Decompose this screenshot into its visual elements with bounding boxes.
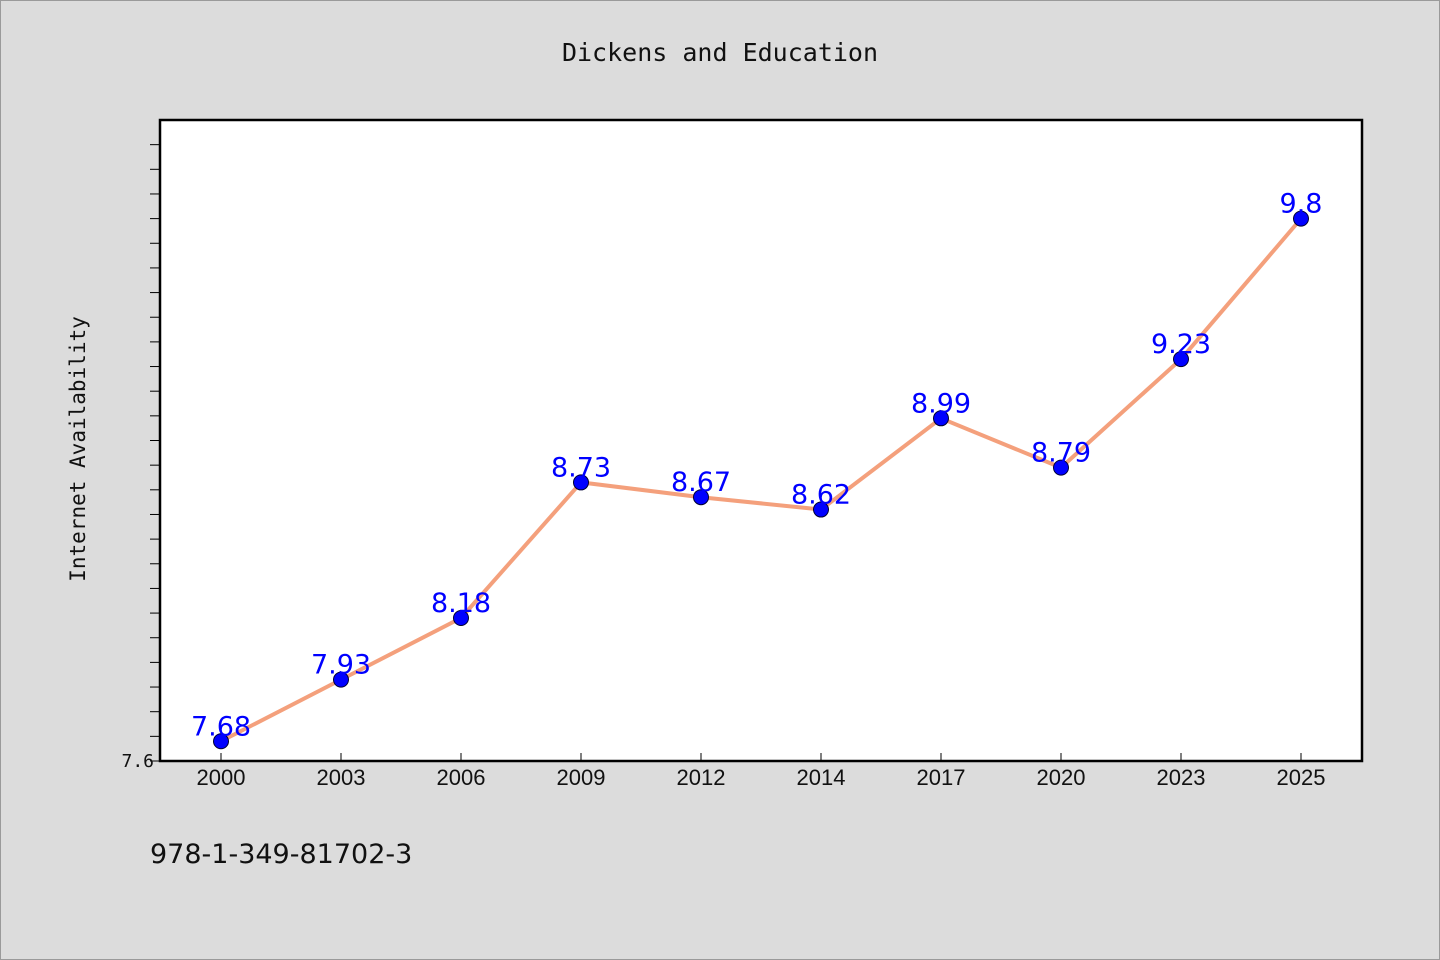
x-tick-label: 2000 [197, 765, 246, 790]
plot-area [158, 118, 1364, 763]
x-tick-label: 2003 [317, 765, 366, 790]
x-tick-label: 2025 [1277, 765, 1326, 790]
data-label: 8.79 [1031, 438, 1091, 469]
data-point [933, 410, 949, 427]
x-tick-label: 2017 [917, 765, 966, 790]
data-label: 8.99 [911, 388, 971, 419]
y-tick-label: 7.6 [121, 751, 154, 772]
data-label: 8.73 [551, 452, 611, 483]
x-tick-label: 2009 [557, 765, 606, 790]
x-tick-label: 2006 [437, 765, 486, 790]
x-tick-label: 2012 [677, 765, 726, 790]
data-point [813, 501, 829, 518]
isbn-footer: 978-1-349-81702-3 [150, 839, 412, 870]
data-point [1053, 459, 1069, 476]
data-label: 7.68 [191, 711, 251, 742]
data-label: 8.62 [791, 480, 851, 511]
chart-title: Dickens and Education [562, 38, 878, 67]
data-point [453, 610, 469, 627]
x-tick-label: 2023 [1157, 765, 1206, 790]
data-point [1293, 210, 1309, 227]
data-labels: 7.68 7.93 8.18 8.73 8.67 8.62 8.99 8.79 9.23 9.8 [191, 189, 1323, 743]
series-markers [213, 210, 1309, 750]
data-point [693, 489, 709, 506]
series-line [219, 216, 1303, 744]
x-tick-label: 2014 [797, 765, 846, 790]
data-point [1173, 351, 1189, 368]
y-axis-label: Internet Availability [66, 316, 90, 582]
data-label: 8.67 [671, 467, 731, 498]
data-label: 9.8 [1280, 189, 1323, 220]
data-label: 9.23 [1151, 329, 1211, 360]
y-axis-ticks: 7.6 [121, 144, 160, 772]
x-axis-ticks: 2000 2003 2006 2009 2012 2014 2017 2020 2023 2025 [197, 753, 1326, 790]
data-label: 7.93 [311, 650, 371, 681]
data-label: 8.18 [431, 588, 491, 619]
x-tick-label: 2020 [1037, 765, 1086, 790]
data-point [213, 733, 229, 750]
data-point [573, 474, 589, 491]
data-point [333, 671, 349, 688]
